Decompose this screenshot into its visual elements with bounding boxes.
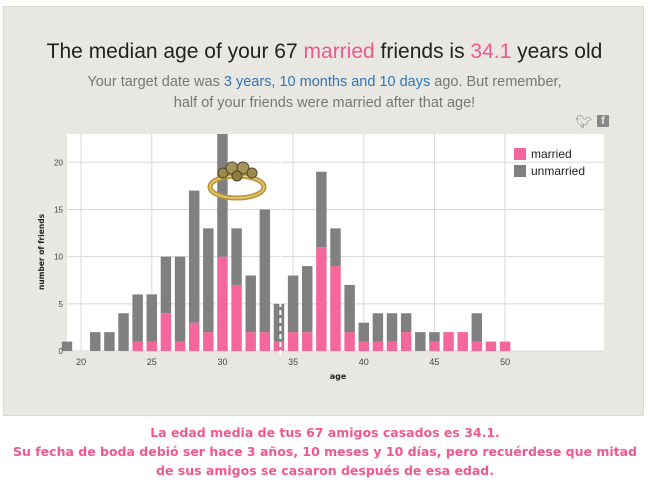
x-tick-label: 50 — [500, 357, 510, 367]
subline-text: ago. But remember, — [430, 74, 562, 90]
bar-unmarried-23[interactable] — [118, 313, 129, 351]
bar-married-41[interactable] — [372, 341, 384, 351]
bar-married-36[interactable] — [302, 332, 313, 351]
bar-married-30[interactable] — [217, 256, 228, 351]
translation-footnote: La edad media de tus 67 amigos casados e… — [0, 423, 650, 480]
bar-married-40[interactable] — [358, 341, 369, 351]
y-tick-label: 20 — [54, 158, 63, 167]
bar-married-35[interactable] — [287, 332, 299, 351]
bar-unmarried-21[interactable] — [90, 332, 101, 351]
bar-unmarried-42[interactable] — [386, 313, 398, 342]
footnote-line-1: La edad media de tus 67 amigos casados e… — [150, 425, 500, 440]
bar-married-49[interactable] — [485, 341, 497, 351]
legend-swatch-married — [514, 148, 526, 160]
result-card: The median age of your 67 married friend… — [3, 6, 644, 416]
footnote-line-3: de sus amigos se casaron después de esa … — [156, 463, 494, 478]
bar-married-38[interactable] — [330, 266, 341, 351]
subline-text: Your target date was — [87, 74, 224, 90]
bar-unmarried-25[interactable] — [146, 294, 158, 342]
y-axis-label: number of friends — [37, 213, 46, 290]
bar-unmarried-40[interactable] — [358, 322, 369, 342]
bar-unmarried-48[interactable] — [471, 313, 483, 342]
x-tick-label: 40 — [359, 357, 369, 367]
bar-married-39[interactable] — [344, 332, 355, 351]
bar-unmarried-36[interactable] — [302, 266, 313, 333]
bar-unmarried-37[interactable] — [316, 171, 327, 248]
bar-unmarried-43[interactable] — [400, 313, 412, 333]
bar-married-47[interactable] — [457, 332, 468, 351]
y-tick-label: 10 — [54, 253, 63, 262]
legend-label-married: married — [531, 147, 572, 161]
bar-unmarried-38[interactable] — [330, 228, 341, 267]
y-tick-label: 0 — [59, 347, 64, 356]
bar-unmarried-34[interactable] — [273, 303, 285, 342]
bar-married-25[interactable] — [146, 341, 158, 351]
y-axis-ticks: 0 5 10 15 20 — [54, 158, 63, 356]
bar-unmarried-29[interactable] — [203, 228, 214, 333]
x-tick-label: 25 — [147, 357, 157, 367]
subline-line2: half of your friends were married after … — [173, 95, 476, 111]
headline: The median age of your 67 married friend… — [4, 40, 645, 64]
ring-icon — [207, 161, 267, 201]
x-axis-ticks: 20 25 30 35 40 45 50 — [76, 357, 510, 367]
bar-unmarried-45[interactable] — [429, 332, 440, 342]
legend: married unmarried — [514, 147, 585, 178]
bar-unmarried-19[interactable] — [61, 341, 73, 351]
bar-married-37[interactable] — [316, 247, 327, 351]
facebook-icon[interactable]: f — [597, 115, 609, 127]
bar-unmarried-35[interactable] — [287, 275, 299, 333]
bar-unmarried-28[interactable] — [188, 190, 200, 323]
bar-unmarried-44[interactable] — [415, 332, 426, 351]
bar-married-32[interactable] — [245, 332, 256, 351]
headline-married-word: married — [303, 40, 375, 63]
headline-median: 34.1 — [470, 40, 512, 63]
share-buttons: 🐦︎ f — [575, 115, 609, 129]
twitter-icon[interactable]: 🐦︎ — [575, 114, 592, 129]
y-tick-label: 5 — [59, 300, 64, 309]
bar-married-31[interactable] — [231, 284, 242, 351]
bar-married-45[interactable] — [429, 341, 440, 351]
bar-married-46[interactable] — [443, 332, 454, 351]
x-tick-label: 45 — [429, 357, 439, 367]
bar-unmarried-27[interactable] — [174, 256, 186, 342]
headline-text: The median age of your 67 — [46, 40, 304, 63]
x-axis-label: age — [330, 372, 347, 381]
bar-unmarried-22[interactable] — [104, 332, 115, 351]
bar-married-26[interactable] — [160, 313, 172, 351]
bar-unmarried-26[interactable] — [160, 256, 172, 314]
headline-text: friends is — [374, 40, 471, 63]
y-tick-label: 15 — [54, 205, 63, 214]
x-tick-label: 20 — [76, 357, 86, 367]
bar-married-27[interactable] — [174, 341, 186, 351]
subline: Your target date was 3 years, 10 months … — [64, 72, 585, 114]
age-histogram: 20 25 30 35 40 45 50 0 5 10 15 20 age number of fr… — [37, 134, 604, 381]
x-tick-label: 30 — [217, 357, 227, 367]
subline-target-date[interactable]: 3 years, 10 months and 10 days — [223, 74, 431, 90]
bar-married-28[interactable] — [188, 322, 200, 351]
bar-unmarried-24[interactable] — [132, 294, 143, 342]
bar-married-43[interactable] — [400, 332, 412, 351]
legend-label-unmarried: unmarried — [531, 164, 585, 178]
legend-swatch-unmarried — [514, 165, 526, 177]
bar-married-50[interactable] — [499, 341, 511, 351]
x-tick-label: 35 — [288, 357, 298, 367]
bar-married-33[interactable] — [259, 332, 271, 351]
bar-married-48[interactable] — [471, 341, 483, 351]
bar-unmarried-32[interactable] — [245, 275, 256, 333]
headline-text: years old — [511, 40, 603, 63]
bar-married-42[interactable] — [386, 341, 398, 351]
bar-unmarried-31[interactable] — [231, 228, 242, 285]
bar-unmarried-33[interactable] — [259, 209, 271, 333]
bar-unmarried-41[interactable] — [372, 313, 384, 342]
bar-married-34[interactable] — [273, 341, 285, 351]
bar-unmarried-39[interactable] — [344, 284, 355, 333]
footnote-line-2: Su fecha de boda debió ser hace 3 años, … — [12, 444, 637, 459]
bar-married-29[interactable] — [203, 332, 214, 351]
bar-married-24[interactable] — [132, 341, 143, 351]
